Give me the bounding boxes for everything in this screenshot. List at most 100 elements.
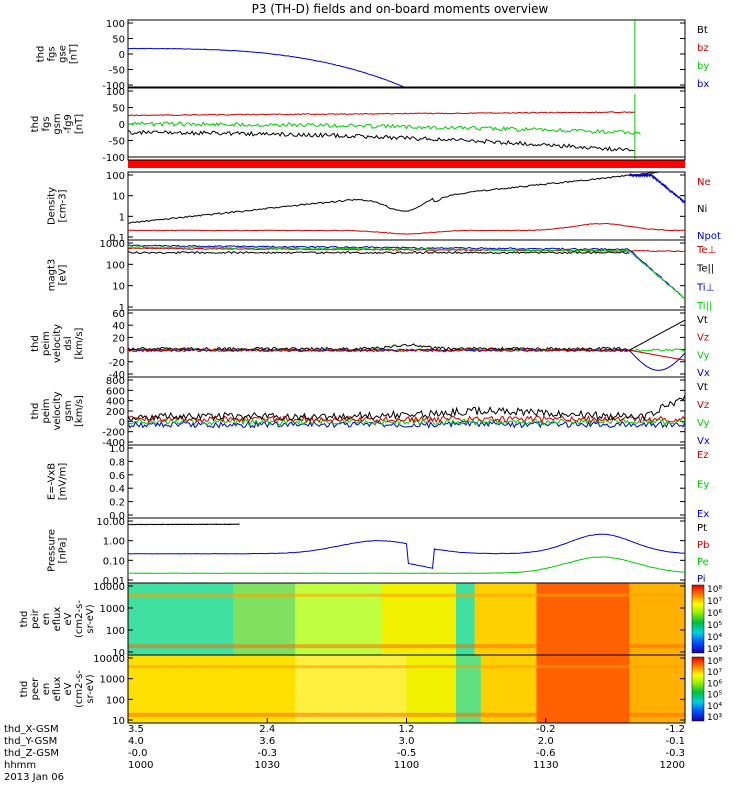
spec-cell bbox=[616, 655, 624, 723]
spec-cell bbox=[480, 655, 488, 723]
spec-cell bbox=[592, 583, 599, 655]
panel-frame bbox=[127, 376, 686, 446]
legend-Te||: Te|| bbox=[696, 264, 714, 275]
spec-cell bbox=[233, 583, 240, 655]
legend-Pe: Pe bbox=[697, 557, 709, 568]
spec-cell bbox=[418, 583, 426, 655]
y-axis-label: [km/s] bbox=[74, 327, 85, 359]
spec-cell bbox=[573, 583, 581, 655]
y-tick-label: 100 bbox=[106, 87, 125, 98]
spec-cell bbox=[189, 583, 197, 655]
legend-Ex: Ex bbox=[697, 509, 709, 520]
y-tick-label: -50 bbox=[109, 137, 125, 148]
spec-band bbox=[128, 712, 685, 717]
x-tick-label: -1.2 bbox=[665, 724, 685, 735]
spec-cell bbox=[375, 583, 383, 655]
spec-cell bbox=[177, 583, 185, 655]
spec-cell bbox=[524, 655, 531, 723]
spec-cell bbox=[202, 655, 210, 723]
spec-cell bbox=[356, 655, 364, 723]
series-te-par bbox=[128, 250, 630, 255]
x-tick-label: 3.0 bbox=[399, 736, 415, 747]
spec-cell bbox=[493, 583, 500, 655]
series-vt-end bbox=[629, 319, 685, 351]
legend-Vy: Vy bbox=[697, 350, 710, 361]
y-tick-label: 10 bbox=[112, 282, 125, 293]
y-axis-label: gsm bbox=[63, 400, 74, 421]
spec-cell bbox=[171, 655, 179, 723]
spec-cell bbox=[400, 583, 408, 655]
spec-cell bbox=[344, 655, 352, 723]
spec-cell bbox=[350, 655, 358, 723]
spec-cell bbox=[548, 583, 556, 655]
spec-cell bbox=[610, 655, 618, 723]
series-vy bbox=[128, 417, 685, 427]
spec-cell bbox=[425, 583, 432, 655]
spec-cell bbox=[319, 655, 327, 723]
y-tick-label: 10 bbox=[112, 716, 125, 727]
y-axis-label: [mV/m] bbox=[58, 463, 69, 501]
series-vt bbox=[128, 394, 685, 422]
colorbar-label: 10⁶ bbox=[707, 609, 722, 619]
spec-cell bbox=[660, 583, 668, 655]
spec-cell bbox=[678, 655, 686, 723]
legend-Ey: Ey bbox=[697, 480, 709, 491]
y-tick-label: 0.8 bbox=[109, 457, 125, 468]
x-tick-label: 1200 bbox=[660, 760, 685, 771]
series-group bbox=[128, 394, 685, 429]
spec-cell bbox=[344, 583, 352, 655]
legend-Pi: Pi bbox=[697, 574, 706, 585]
panel-frame bbox=[127, 309, 686, 378]
series-group bbox=[128, 20, 685, 88]
spec-cell bbox=[381, 583, 389, 655]
colorbar-label: 10³ bbox=[707, 645, 722, 655]
y-tick-label: 100 bbox=[106, 695, 125, 706]
spec-cell bbox=[456, 583, 463, 655]
spec-cell bbox=[647, 655, 655, 723]
spec-cell bbox=[189, 655, 197, 723]
spec-cell bbox=[493, 655, 500, 723]
spec-cell bbox=[140, 583, 148, 655]
y-axis-label: [km/s] bbox=[74, 395, 85, 427]
spec-cell bbox=[449, 655, 457, 723]
spec-cell bbox=[418, 655, 426, 723]
y-tick-label: 0.01 bbox=[103, 576, 125, 587]
spec-cell bbox=[604, 655, 612, 723]
x-tick-label: -0.3 bbox=[257, 748, 277, 759]
y-tick-label: 600 bbox=[106, 386, 125, 397]
y-axis-label: peer bbox=[30, 677, 41, 701]
spec-cell bbox=[431, 583, 439, 655]
spec-cell bbox=[623, 583, 630, 655]
series-npot bbox=[628, 172, 685, 205]
colorbar-label: 10⁴ bbox=[707, 702, 722, 712]
series-vx bbox=[128, 420, 685, 429]
spec-cell bbox=[567, 583, 575, 655]
legend-bz: bz bbox=[697, 43, 709, 54]
spec-cell bbox=[338, 583, 346, 655]
spec-cell bbox=[146, 583, 154, 655]
legend-Vz: Vz bbox=[697, 400, 709, 411]
spec-cell bbox=[585, 583, 593, 655]
y-tick-label: 800 bbox=[106, 376, 125, 387]
spec-cell bbox=[381, 655, 389, 723]
y-tick-label: -20 bbox=[109, 358, 125, 369]
legend-Vt: Vt bbox=[697, 315, 708, 326]
x-row-label: hhmm bbox=[4, 760, 36, 771]
spec-cell bbox=[183, 655, 191, 723]
spec-cell bbox=[468, 655, 476, 723]
y-tick-label: 0.2 bbox=[109, 498, 125, 509]
spec-cell bbox=[635, 655, 643, 723]
spec-cell bbox=[332, 583, 340, 655]
colorbar-label: 10⁵ bbox=[707, 691, 722, 701]
y-axis-label: en bbox=[41, 613, 52, 626]
spec-cell bbox=[666, 583, 674, 655]
panel-efield: 1.0 0.8 0.6 0.4 0.2 0.0 E=-VxB [mV/m] Ez Ey Ex bbox=[47, 444, 710, 522]
spec-cell bbox=[641, 655, 649, 723]
x-tick-label: 2.4 bbox=[259, 724, 275, 735]
y-axis-label: -fg9 bbox=[63, 114, 74, 134]
spec-cell bbox=[412, 583, 420, 655]
spec-cell bbox=[307, 583, 315, 655]
y-tick-label: 100 bbox=[106, 260, 125, 271]
spec-cell bbox=[313, 655, 321, 723]
